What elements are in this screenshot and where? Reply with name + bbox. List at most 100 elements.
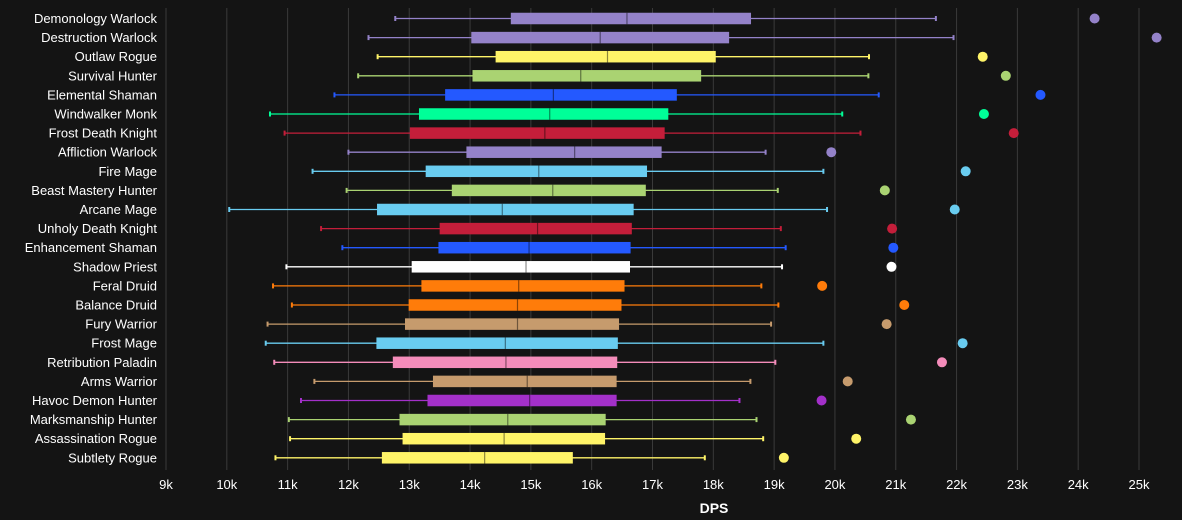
box-row: [264, 337, 968, 349]
iqr-box: [409, 127, 665, 139]
iqr-box: [411, 261, 630, 273]
outlier-point: [887, 223, 898, 234]
category-label: Beast Mastery Hunter: [31, 183, 157, 198]
x-tick-label: 14k: [460, 477, 481, 492]
outlier-point: [1008, 128, 1019, 139]
iqr-box: [418, 108, 669, 120]
category-label: Arcane Mage: [80, 202, 157, 217]
iqr-box: [377, 203, 634, 216]
iqr-box: [495, 50, 716, 63]
outlier-point: [1151, 32, 1162, 43]
grid-lines: [165, 8, 1140, 470]
box-row: [290, 299, 910, 311]
box-row: [341, 241, 899, 254]
category-label: Frost Death Knight: [49, 126, 158, 141]
outlier-point: [879, 185, 890, 196]
x-tick-label: 11k: [278, 477, 298, 492]
outlier-point: [978, 109, 989, 119]
outlier-point: [1000, 70, 1011, 81]
iqr-box: [451, 184, 646, 197]
category-label: Feral Druid: [93, 278, 157, 293]
outlier-point: [905, 414, 916, 425]
box-row: [283, 127, 1019, 139]
box-row: [268, 108, 989, 120]
iqr-box: [432, 375, 617, 388]
category-label: Assassination Rogue: [35, 431, 157, 446]
outlier-point: [851, 433, 862, 444]
category-label: Frost Mage: [91, 336, 157, 351]
x-tick-label: 13k: [399, 477, 420, 492]
x-tick-label: 23k: [1007, 477, 1028, 492]
x-axis-ticks: 9k 10k 11k 12k 13k 14k 15k 16k 17k 18k 19k 20k 21k 22…: [159, 477, 1150, 492]
iqr-box: [376, 337, 618, 349]
x-tick-label: 24k: [1068, 477, 1089, 492]
box-series-group: [228, 12, 1162, 464]
outlier-point: [888, 242, 899, 253]
x-tick-label: 22k: [946, 477, 967, 492]
x-tick-label: 9k: [159, 477, 173, 492]
x-tick-label: 15k: [520, 477, 541, 492]
box-row: [357, 70, 1011, 82]
category-label: Enhancement Shaman: [25, 240, 157, 255]
category-label: Fire Mage: [98, 164, 157, 179]
category-label: Shadow Priest: [73, 259, 157, 274]
outlier-point: [1089, 13, 1100, 24]
box-row: [289, 432, 862, 445]
category-label: Survival Hunter: [68, 68, 158, 83]
iqr-box: [466, 146, 662, 158]
outlier-point: [817, 280, 828, 291]
box-row: [266, 318, 892, 330]
iqr-box: [472, 70, 702, 82]
category-label: Havoc Demon Hunter: [32, 393, 158, 408]
iqr-box: [404, 318, 620, 330]
box-row: [313, 375, 853, 388]
outlier-point: [899, 300, 910, 310]
category-label: Outlaw Rogue: [75, 49, 157, 64]
box-row: [228, 203, 960, 216]
iqr-box: [471, 31, 730, 44]
outlier-point: [842, 376, 853, 387]
box-row: [320, 222, 898, 235]
box-row: [285, 261, 897, 273]
outlier-point: [1035, 89, 1046, 100]
outlier-point: [977, 51, 988, 62]
x-tick-label: 17k: [642, 477, 663, 492]
category-label: Fury Warrior: [85, 317, 157, 332]
category-label: Windwalker Monk: [54, 107, 157, 122]
iqr-box: [381, 452, 573, 464]
x-tick-label: 21k: [885, 477, 906, 492]
category-label: Affliction Warlock: [58, 145, 157, 160]
x-tick-label: 19k: [764, 477, 785, 492]
box-row: [287, 413, 916, 426]
category-label: Retribution Paladin: [47, 355, 157, 370]
box-row: [311, 165, 971, 178]
category-label: Elemental Shaman: [47, 87, 157, 102]
category-label: Unholy Death Knight: [38, 221, 158, 236]
x-tick-label: 18k: [703, 477, 724, 492]
box-row: [376, 50, 988, 63]
iqr-box: [438, 241, 631, 254]
outlier-point: [826, 147, 837, 158]
outlier-point: [949, 204, 960, 215]
category-label: Demonology Warlock: [34, 11, 158, 26]
outlier-point: [957, 338, 968, 349]
x-axis-title: DPS: [700, 500, 729, 516]
category-label: Marksmanship Hunter: [30, 412, 158, 427]
category-labels: Demonology Warlock Destruction Warlock Out…: [25, 11, 158, 465]
outlier-point: [960, 166, 971, 177]
iqr-box: [402, 432, 606, 445]
x-tick-label: 10k: [216, 477, 237, 492]
outlier-point: [936, 357, 947, 368]
category-label: Arms Warrior: [81, 374, 158, 389]
outlier-point: [886, 261, 897, 272]
box-row: [273, 356, 947, 369]
iqr-box: [427, 394, 617, 407]
iqr-box: [408, 299, 622, 311]
iqr-box: [399, 413, 606, 426]
iqr-box: [445, 89, 677, 101]
category-label: Balance Druid: [75, 298, 157, 313]
x-tick-label: 25k: [1129, 477, 1150, 492]
box-row: [347, 146, 837, 158]
outlier-point: [881, 319, 892, 330]
